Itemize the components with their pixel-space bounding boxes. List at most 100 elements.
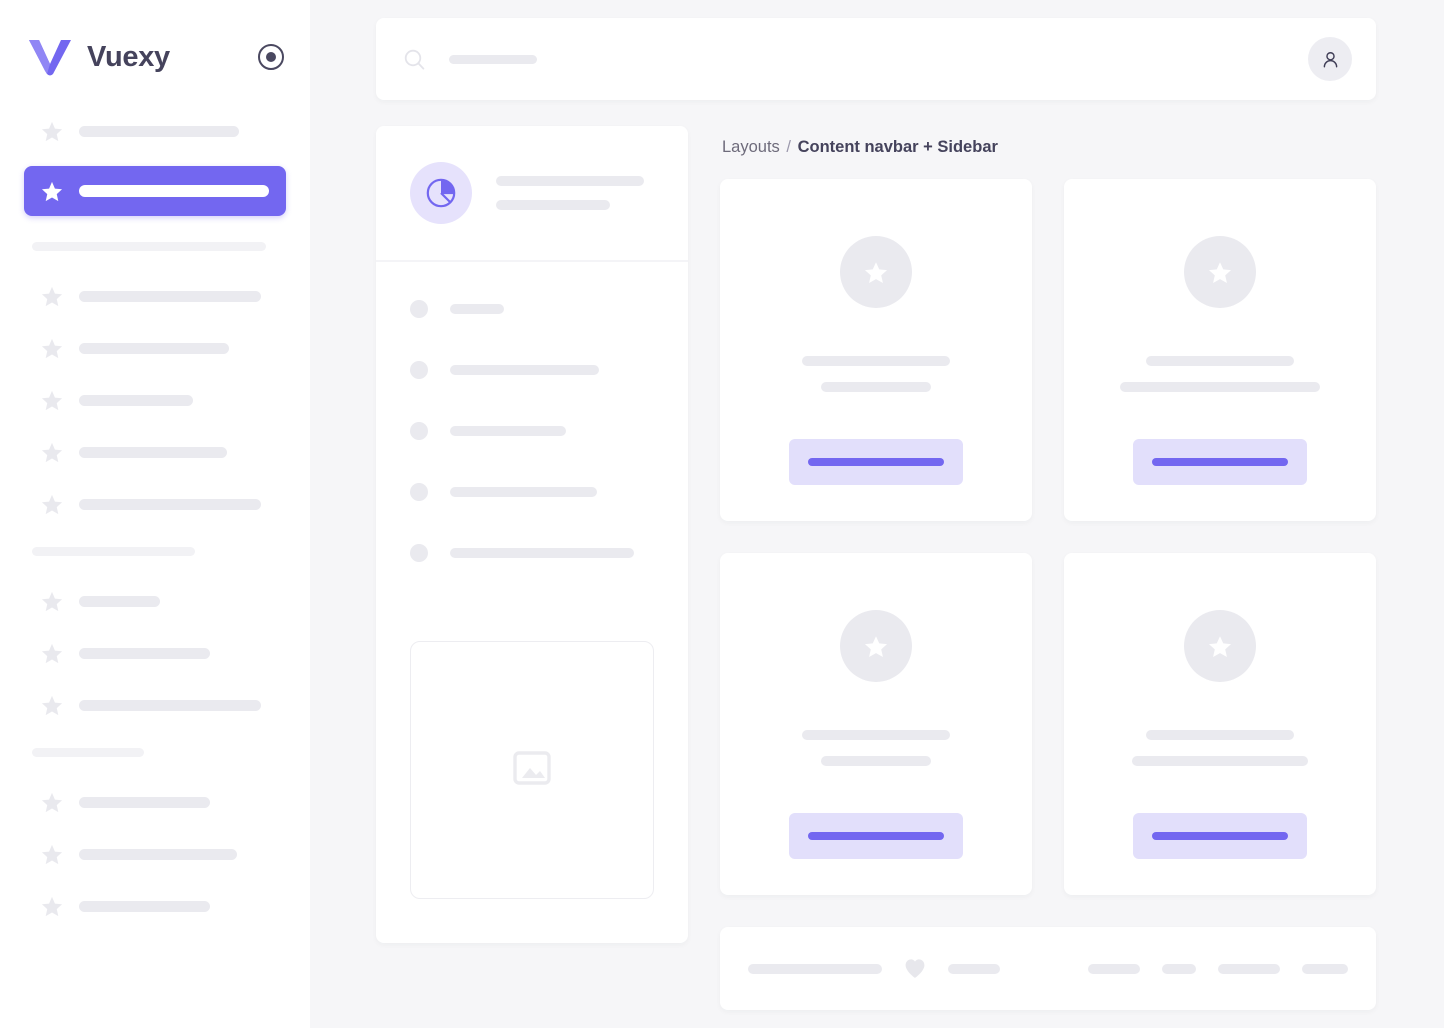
sidebar-group-1 [24, 114, 286, 216]
search-icon [404, 49, 425, 70]
sidebar-item-label [79, 125, 239, 137]
primary-action-bar [808, 832, 944, 840]
divider-bar [32, 748, 144, 757]
dot-icon [410, 361, 428, 379]
user-avatar-icon[interactable] [1308, 37, 1352, 81]
dot-icon [410, 300, 428, 318]
card-line-1 [802, 730, 950, 740]
list-item[interactable] [410, 361, 662, 379]
star-icon [41, 390, 63, 411]
sidebar-item-label [79, 796, 210, 808]
card-action-button[interactable] [1133, 439, 1307, 485]
card-text-lines [1064, 730, 1376, 766]
sidebar-item-9[interactable] [24, 636, 286, 670]
sidebar-item-8[interactable] [24, 584, 286, 618]
card-action-button[interactable] [1133, 813, 1307, 859]
sidebar-section-divider [24, 547, 286, 556]
list-item[interactable] [410, 483, 662, 501]
star-icon [41, 181, 63, 202]
footer-left-group [748, 958, 1088, 979]
panel-list [376, 262, 688, 615]
left-side-panel [376, 126, 688, 943]
card-line-1 [802, 356, 950, 366]
sidebar-group-2 [24, 279, 286, 521]
star-icon [41, 695, 63, 716]
vuexy-v-logo-icon [27, 37, 73, 77]
card-line-2 [1120, 382, 1320, 392]
list-item-label [450, 304, 504, 314]
sidebar-item-2-active[interactable] [24, 166, 286, 216]
product-card-4[interactable] [1064, 553, 1376, 895]
star-icon [41, 338, 63, 359]
search-input[interactable] [449, 54, 537, 64]
main-content: Layouts / Content navbar + Sidebar [310, 0, 1444, 1028]
sidebar: Vuexy [0, 0, 310, 1028]
footer-right-bar-1 [1088, 963, 1140, 974]
sidebar-item-12[interactable] [24, 837, 286, 871]
breadcrumb-current: Content navbar + Sidebar [797, 138, 998, 156]
sidebar-item-5[interactable] [24, 383, 286, 417]
right-panel: Layouts / Content navbar + Sidebar [720, 126, 1376, 1010]
list-item[interactable] [410, 544, 662, 562]
sidebar-item-4[interactable] [24, 331, 286, 365]
list-item-label [450, 487, 597, 497]
card-text-lines [720, 356, 1032, 392]
heart-icon[interactable] [904, 958, 926, 979]
primary-action-bar [808, 458, 944, 466]
brand-name: Vuexy [87, 40, 170, 73]
breadcrumb-parent[interactable]: Layouts [722, 138, 780, 156]
card-line-1 [1146, 730, 1294, 740]
sidebar-item-6[interactable] [24, 435, 286, 469]
card-text-lines [720, 730, 1032, 766]
sidebar-item-label [79, 290, 261, 302]
product-card-2[interactable] [1064, 179, 1376, 521]
divider-bar [32, 242, 266, 251]
footer-right-bar-3 [1218, 963, 1280, 974]
star-icon [840, 610, 912, 682]
star-icon [41, 591, 63, 612]
sidebar-item-11[interactable] [24, 785, 286, 819]
star-icon [41, 121, 63, 142]
star-icon [41, 643, 63, 664]
card-text-lines [1064, 356, 1376, 392]
sidebar-item-label [79, 647, 210, 659]
card-action-button[interactable] [789, 439, 963, 485]
sidebar-item-label [79, 446, 227, 458]
footer-right-bar-2 [1162, 963, 1196, 974]
image-placeholder[interactable] [410, 641, 654, 899]
radio-pin-icon[interactable] [258, 44, 284, 70]
star-icon [1184, 610, 1256, 682]
star-icon [41, 896, 63, 917]
sidebar-item-7[interactable] [24, 487, 286, 521]
product-card-3[interactable] [720, 553, 1032, 895]
product-card-1[interactable] [720, 179, 1032, 521]
divider-bar [32, 547, 195, 556]
primary-action-bar [1152, 832, 1288, 840]
star-icon [840, 236, 912, 308]
primary-action-bar [1152, 458, 1288, 466]
card-line-2 [821, 382, 931, 392]
dot-icon [410, 483, 428, 501]
list-item-label [450, 365, 599, 375]
image-placeholder-icon [512, 748, 552, 793]
footer-right-group [1088, 963, 1348, 974]
panel-header-line-2 [496, 200, 610, 210]
sidebar-item-label [79, 342, 229, 354]
breadcrumb-separator: / [786, 138, 791, 156]
sidebar-item-13[interactable] [24, 889, 286, 923]
sidebar-item-3[interactable] [24, 279, 286, 313]
footer-line-2 [948, 963, 1000, 974]
sidebar-item-1[interactable] [24, 114, 286, 148]
list-item[interactable] [410, 422, 662, 440]
sidebar-item-label [79, 595, 160, 607]
card-line-2 [821, 756, 931, 766]
content-row: Layouts / Content navbar + Sidebar [376, 126, 1376, 1010]
card-action-button[interactable] [789, 813, 963, 859]
search-bar[interactable] [404, 49, 1308, 70]
star-icon [1184, 236, 1256, 308]
sidebar-item-10[interactable] [24, 688, 286, 722]
top-navbar [376, 18, 1376, 100]
panel-header [376, 126, 688, 262]
list-item[interactable] [410, 300, 662, 318]
sidebar-item-label [79, 498, 261, 510]
